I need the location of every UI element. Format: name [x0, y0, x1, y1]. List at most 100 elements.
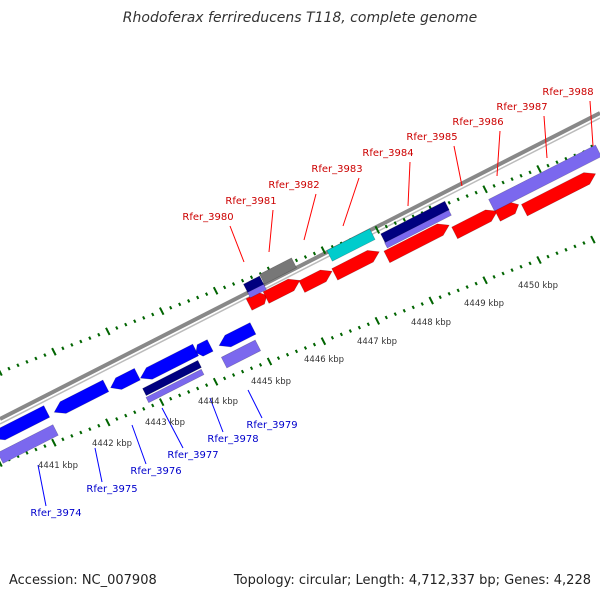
cds-reverse — [139, 343, 200, 380]
lower-guide-minor-tick — [205, 383, 209, 388]
upper-guide-minor-tick — [231, 282, 236, 286]
upper-guide-major-tick — [374, 225, 381, 234]
feature-navy — [142, 359, 202, 397]
upper-guide-major-tick — [0, 369, 3, 377]
upper-guide-minor-tick — [303, 255, 308, 259]
ruler-tick-label: 4444 kbp — [198, 397, 238, 407]
cds-forward — [451, 209, 498, 240]
map-title: Rhodoferax ferrireducens T118, complete … — [122, 10, 478, 26]
lower-guide-minor-tick — [34, 447, 38, 452]
upper-guide-minor-tick — [16, 363, 20, 368]
lower-guide-minor-tick — [294, 349, 299, 354]
lower-guide-minor-tick — [357, 325, 361, 330]
upper-guide-minor-tick — [501, 180, 505, 185]
lower-guide-minor-tick — [43, 444, 47, 448]
upper-guide-minor-tick — [25, 359, 29, 364]
upper-guide-minor-tick — [294, 258, 299, 263]
lower-guide-minor-tick — [258, 362, 263, 367]
feature-navy — [380, 200, 450, 244]
upper-guide-minor-tick — [7, 366, 11, 371]
ruler-tick-label: 4446 kbp — [304, 355, 344, 365]
upper-guide-minor-tick — [465, 194, 469, 198]
upper-guide-minor-tick — [564, 156, 568, 161]
lower-guide-minor-tick — [187, 390, 191, 394]
upper-guide-major-tick — [482, 185, 488, 194]
upper-guide-minor-tick — [88, 336, 92, 341]
upper-guide-minor-tick — [169, 305, 173, 310]
leader-line-reverse — [131, 424, 147, 465]
upper-guide-minor-tick — [34, 356, 38, 361]
ruler-tick-label: 4448 kbp — [411, 318, 451, 328]
cds-reverse — [110, 367, 141, 390]
cds-forward — [262, 278, 301, 304]
lower-guide-minor-tick — [240, 369, 245, 374]
gene-label-forward: Rfer_3988 — [542, 87, 593, 98]
lower-guide-minor-tick — [402, 308, 406, 313]
upper-guide-minor-tick — [142, 315, 146, 320]
lower-guide-minor-tick — [97, 423, 101, 428]
gene-label-reverse: Rfer_3975 — [86, 484, 137, 495]
upper-guide-minor-tick — [115, 326, 119, 330]
feature-navy — [243, 275, 265, 295]
cds-forward — [298, 269, 333, 293]
feature-layer — [0, 144, 600, 464]
gene-label-layer: Rfer_3980Rfer_3981Rfer_3982Rfer_3983Rfer… — [30, 87, 593, 519]
upper-guide-minor-tick — [474, 190, 478, 195]
upper-guide-minor-tick — [124, 322, 128, 327]
lower-guide-minor-tick — [276, 356, 281, 360]
lower-guide-major-tick — [212, 377, 219, 386]
lower-guide-minor-tick — [339, 332, 344, 337]
upper-guide-minor-tick — [249, 275, 254, 280]
lower-guide-minor-tick — [555, 251, 559, 256]
leader-line-reverse — [37, 464, 47, 507]
cds-forward — [520, 172, 597, 217]
lower-guide-major-tick — [590, 235, 596, 244]
leader-line-forward — [453, 145, 463, 187]
lower-guide-minor-tick — [115, 417, 119, 421]
lower-guide-minor-tick — [492, 275, 496, 279]
gene-label-reverse: Rfer_3978 — [207, 434, 258, 445]
leader-line-forward — [407, 161, 411, 207]
upper-guide-minor-tick — [151, 312, 155, 317]
lower-guide-minor-tick — [249, 366, 254, 371]
lower-guide-major-tick — [266, 357, 273, 366]
lower-guide-minor-tick — [151, 403, 155, 408]
lower-guide-major-tick — [482, 276, 488, 285]
lower-guide-minor-tick — [348, 329, 352, 333]
lower-guide-major-tick — [428, 296, 434, 305]
lower-guide-minor-tick — [178, 393, 182, 398]
gene-label-forward: Rfer_3983 — [311, 164, 362, 175]
ruler-tick-label: 4450 kbp — [518, 281, 558, 291]
ruler-tick-label: 4447 kbp — [357, 337, 397, 347]
lower-guide-major-tick — [374, 316, 381, 325]
leader-line-forward — [496, 130, 501, 177]
upper-guide-minor-tick — [187, 299, 191, 303]
gene-label-forward: Rfer_3987 — [496, 102, 547, 113]
leader-line-reverse — [209, 397, 224, 433]
upper-guide-minor-tick — [492, 184, 496, 188]
lower-guide-minor-tick — [546, 254, 550, 259]
lower-guide-minor-tick — [196, 386, 200, 391]
ruler-tick-label: 4443 kbp — [145, 418, 185, 428]
gene-label-forward: Rfer_3984 — [362, 148, 413, 159]
upper-guide-major-tick — [105, 327, 111, 336]
lower-guide-major-tick — [51, 438, 57, 447]
lower-guide-major-tick — [105, 418, 111, 427]
leader-line-forward — [268, 209, 274, 253]
feature-lavender — [0, 424, 59, 464]
ruler-label-layer: 4441 kbp 4442 kbp 4443 kbp 4444 kbp 4445 kbp… — [38, 281, 558, 471]
lower-guide-major-tick — [536, 255, 542, 264]
upper-guide-minor-tick — [447, 200, 451, 205]
cds-reverse — [0, 405, 51, 441]
feature-lavender — [145, 368, 205, 404]
upper-guide-minor-tick — [43, 353, 47, 357]
upper-guide-minor-tick — [528, 170, 532, 175]
lower-guide-minor-tick — [465, 285, 469, 289]
backbone-layer — [0, 111, 600, 425]
ruler-tick-label: 4441 kbp — [38, 461, 78, 471]
upper-guide-major-tick — [320, 246, 327, 255]
gene-label-reverse: Rfer_3979 — [246, 420, 297, 431]
lower-guide-minor-tick — [25, 450, 29, 455]
lower-guide-minor-tick — [582, 241, 586, 245]
lower-guide-minor-tick — [573, 244, 577, 249]
